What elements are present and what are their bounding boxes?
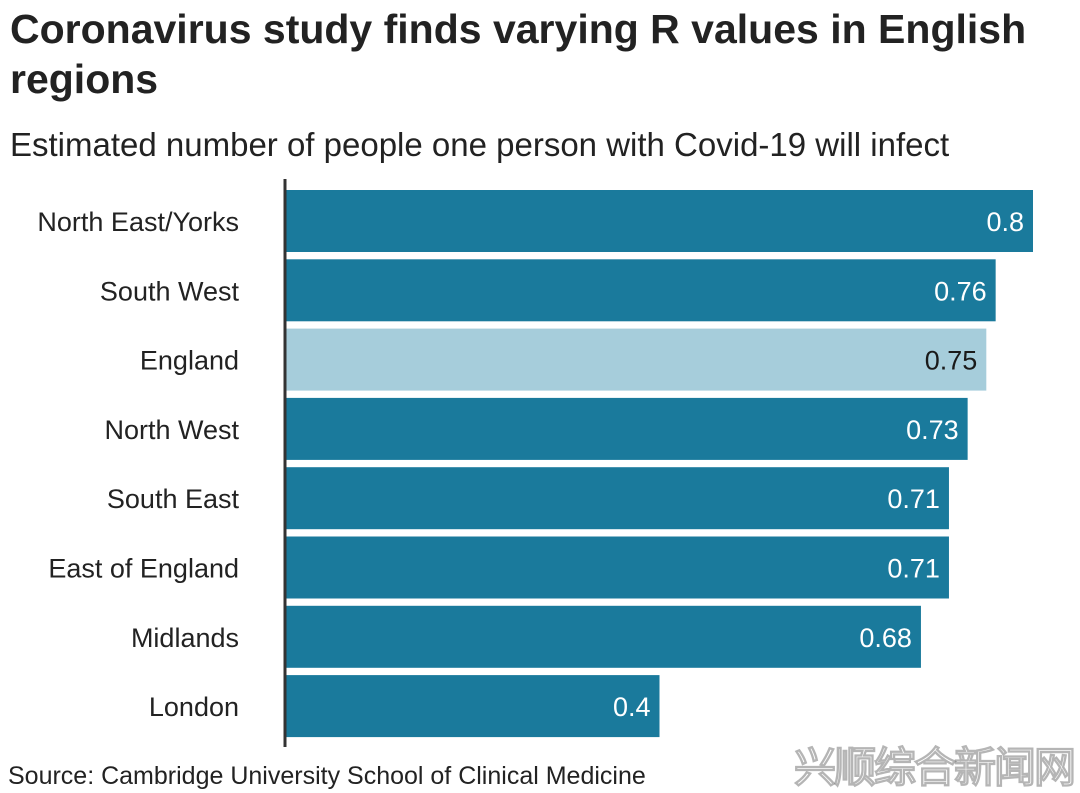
bar-group: Midlands 0.68 <box>131 605 921 668</box>
chart-subtitle: Estimated number of people one person wi… <box>10 126 950 163</box>
category-label: North West <box>104 415 239 445</box>
bar-group: North West 0.73 <box>104 397 968 460</box>
bar <box>286 328 987 391</box>
category-label: England <box>140 346 239 376</box>
value-label: 0.75 <box>925 346 978 376</box>
category-label: East of England <box>48 554 239 584</box>
chart-title: Coronavirus study finds varying R values… <box>10 6 1027 102</box>
bar-group: England 0.75 <box>140 328 987 391</box>
category-label: North East/Yorks <box>37 207 239 237</box>
value-label: 0.4 <box>613 692 651 722</box>
category-label: South West <box>100 276 240 306</box>
bar <box>286 536 949 599</box>
bar <box>286 467 949 530</box>
category-label: South East <box>107 484 240 514</box>
value-label: 0.76 <box>934 276 987 306</box>
bar-group: London 0.4 <box>149 675 660 738</box>
bar <box>286 259 996 322</box>
bar-group: East of England 0.71 <box>48 536 949 599</box>
category-label: Midlands <box>131 623 239 653</box>
watermark-text: 兴顺综合新闻网 <box>793 743 1076 792</box>
bar <box>286 397 968 460</box>
bar-chart: North East/Yorks 0.8 South West 0.76 England… <box>37 179 1033 747</box>
value-label: 0.71 <box>887 554 940 584</box>
bar-group: North East/Yorks 0.8 <box>37 190 1033 252</box>
bar <box>286 675 660 738</box>
value-label: 0.8 <box>986 207 1024 237</box>
value-label: 0.73 <box>906 415 959 445</box>
source-note: Source: Cambridge University School of C… <box>8 762 646 790</box>
bar <box>286 605 921 668</box>
bar-group: South East 0.71 <box>107 467 949 530</box>
bar <box>286 190 1033 252</box>
value-label: 0.71 <box>887 484 940 514</box>
bar-group: South West 0.76 <box>100 259 996 322</box>
value-label: 0.68 <box>859 623 912 653</box>
category-label: London <box>149 692 239 722</box>
